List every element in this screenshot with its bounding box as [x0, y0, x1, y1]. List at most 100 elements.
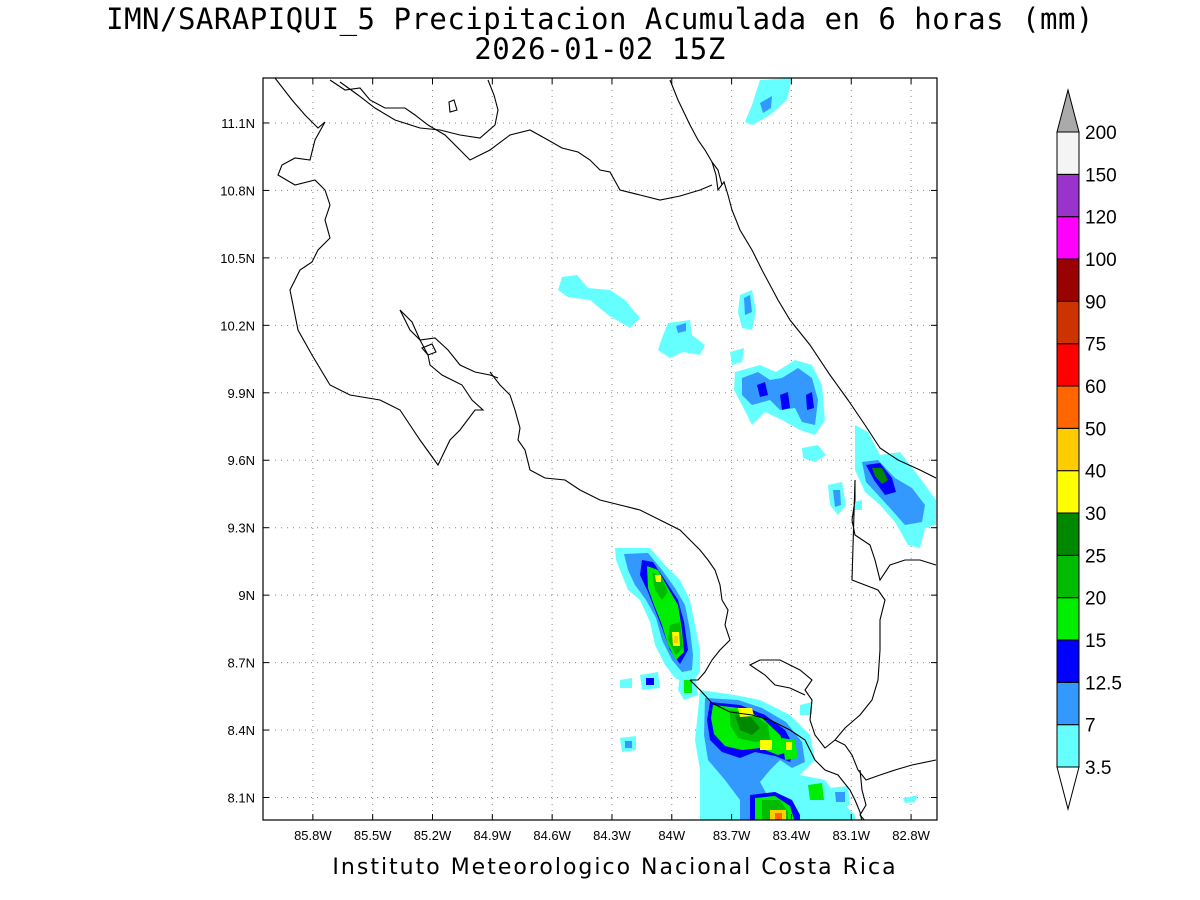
footer-credit: Instituto Meteorologico Nacional Costa R… — [332, 855, 898, 880]
colorbar-label: 150 — [1085, 165, 1117, 186]
colorbar-bin — [1056, 173, 1080, 218]
colorbar-label: 25 — [1085, 546, 1106, 567]
rain-area-intense — [872, 468, 888, 484]
colorbar-bin — [1056, 343, 1080, 387]
colorbar-label: 7 — [1085, 716, 1096, 737]
longitude-tick-label: 82.8W — [892, 828, 930, 843]
colorbar-bin — [1056, 427, 1080, 472]
osa-peninsula — [689, 679, 863, 820]
latitude-tick-label: 9N — [238, 588, 255, 603]
rain-area-light — [853, 500, 862, 510]
latitude-tick-label: 9.6N — [228, 453, 255, 468]
colorbar-upper-arrow — [1056, 88, 1080, 133]
colorbar-bin — [1056, 216, 1080, 260]
colorbar-bin — [1056, 597, 1080, 641]
rain-area-light — [620, 678, 632, 688]
colorbar-label: 3.5 — [1085, 758, 1111, 779]
rain-area-light — [558, 275, 640, 328]
burica-coast — [834, 739, 937, 781]
colorbar-bin — [1056, 681, 1080, 726]
colorbar-bin — [1056, 258, 1080, 302]
nicoya-island — [421, 343, 437, 356]
rain-area-moderate — [835, 792, 845, 802]
colorbar-bin — [1056, 554, 1080, 599]
rain-area-light — [802, 445, 826, 462]
colorbar-bin — [1056, 385, 1080, 429]
longitude-tick-label: 85.2W — [414, 828, 452, 843]
colorbar-label: 50 — [1085, 419, 1106, 440]
colorbar-label: 15 — [1085, 631, 1106, 652]
latitude-tick-label: 10.8N — [220, 183, 255, 198]
longitude-tick-label: 84.3W — [593, 828, 631, 843]
rain-area-moderate — [676, 323, 686, 333]
map-valid-time: 2026-01-02 15Z — [474, 32, 726, 66]
latitude-tick-label: 8.1N — [228, 791, 255, 806]
rain-area-intense — [735, 715, 760, 735]
longitude-tick-label: 84W — [658, 828, 685, 843]
colorbar-bin — [1056, 512, 1080, 556]
rain-area-very-intense — [674, 636, 678, 643]
latitude-tick-label: 8.7N — [228, 656, 255, 671]
panama-border — [748, 479, 937, 749]
colorbar-label: 40 — [1085, 462, 1106, 483]
rain-area-heavy — [646, 678, 654, 685]
rain-area-light — [730, 348, 744, 365]
colorbar-label: 60 — [1085, 377, 1106, 398]
colorbar-label: 90 — [1085, 292, 1106, 313]
longitude-tick-label: 83.4W — [773, 828, 811, 843]
rain-area-intense-yellow — [738, 708, 754, 717]
latitude-tick-label: 10.5N — [220, 251, 255, 266]
rain-area-light — [800, 702, 812, 715]
rain-area-moderate — [760, 96, 772, 113]
latitude-tick-label: 9.9N — [228, 386, 255, 401]
caribbean-coast — [669, 79, 937, 479]
colorbar-bin — [1056, 300, 1080, 345]
map-axis-ticks — [263, 78, 937, 820]
rain-area-intense-yellow — [760, 740, 772, 750]
rain-area-moderate-heavy — [808, 783, 824, 800]
colorbar-label: 100 — [1085, 250, 1117, 271]
rain-area-moderate — [744, 295, 752, 315]
coastlines-and-borders — [274, 78, 937, 820]
map-title: IMN/SARAPIQUI_5 Precipitacion Acumulada … — [106, 2, 1094, 36]
rain-area-intense-yellow — [655, 575, 661, 582]
rain-area-extreme — [775, 813, 782, 820]
rain-area-light — [903, 795, 918, 803]
colorbar-bin — [1056, 131, 1080, 175]
colorbar-label: 20 — [1085, 589, 1106, 610]
nicaragua-lake-shore — [339, 79, 499, 139]
lake-island — [448, 99, 458, 113]
nicoya-gulf-coast — [399, 309, 499, 379]
longitude-labels: 85.8W 85.5W 85.2W 84.9W 84.6W 84.3W 84W 83.7W 83… — [294, 828, 931, 843]
longitude-tick-label: 85.5W — [354, 828, 392, 843]
rain-area-moderate — [625, 741, 632, 748]
rain-area-moderate — [833, 490, 841, 507]
longitude-tick-label: 84.6W — [533, 828, 571, 843]
colorbar-label: 75 — [1085, 335, 1106, 356]
colorbar-bin — [1056, 724, 1080, 768]
colorbar-label: 12.5 — [1085, 673, 1122, 694]
nicaragua-border — [329, 79, 713, 201]
burica-point — [859, 769, 867, 820]
latitude-tick-label: 9.3N — [228, 521, 255, 536]
rain-area-moderate-heavy — [684, 680, 692, 693]
latitude-tick-label: 10.2N — [220, 318, 255, 333]
colorbar-label: 30 — [1085, 504, 1106, 525]
longitude-tick-label: 85.8W — [294, 828, 332, 843]
longitude-tick-label: 83.7W — [713, 828, 751, 843]
latitude-tick-label: 8.4N — [228, 723, 255, 738]
rain-area-intense-yellow — [786, 742, 792, 750]
latitude-labels: 11.1N 10.8N 10.5N 10.2N 9.9N 9.6N 9.3N 9N 8.7N 8.… — [220, 116, 255, 806]
colorbar-bin — [1056, 639, 1080, 683]
longitude-tick-label: 84.9W — [474, 828, 512, 843]
rain-area-light — [658, 320, 705, 358]
rain-area-heavy — [780, 392, 790, 410]
rain-area-moderate — [742, 368, 818, 425]
colorbar-lower-arrow — [1056, 766, 1080, 811]
rain-area-heavy — [757, 382, 768, 397]
map-frame — [262, 77, 938, 821]
colorbar-bin — [1056, 470, 1080, 514]
latitude-tick-label: 11.1N — [221, 116, 255, 131]
longitude-tick-label: 83.1W — [832, 828, 870, 843]
